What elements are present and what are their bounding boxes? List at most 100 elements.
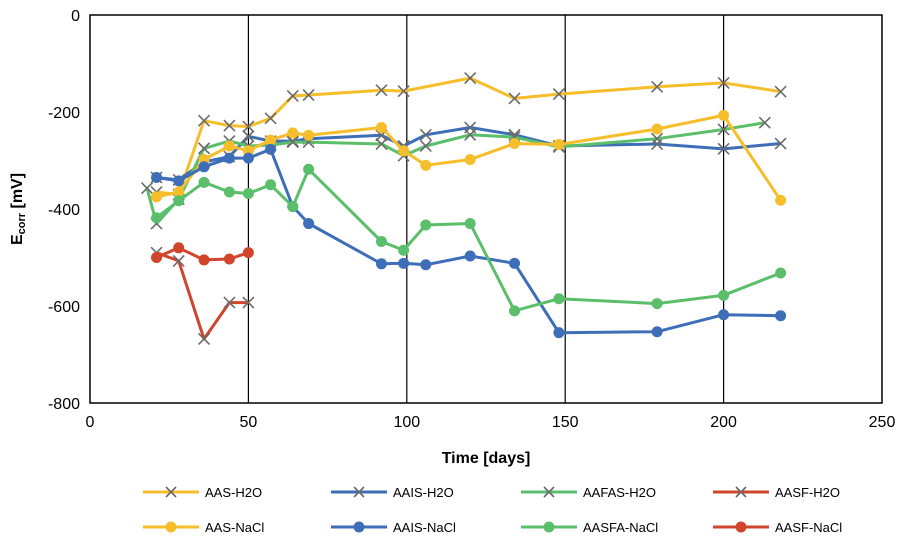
data-point-aais-nacl xyxy=(509,257,521,269)
data-point-aas-nacl xyxy=(265,134,277,146)
data-point-aasfa-nacl xyxy=(420,219,432,231)
legend-entry-aafas-h2o: AAFAS-H2O xyxy=(521,485,656,500)
data-point-aas-nacl xyxy=(651,123,663,135)
data-point-aas-h2o xyxy=(223,119,236,132)
grid xyxy=(247,15,725,403)
data-point-aais-nacl xyxy=(553,327,565,339)
series-layer xyxy=(140,71,787,346)
series-aais-nacl xyxy=(151,143,787,339)
y-tick-label: -800 xyxy=(48,396,80,413)
data-point-aasf-h2o xyxy=(172,254,185,267)
data-point-aas-h2o xyxy=(651,80,664,93)
data-point-aas-nacl xyxy=(718,109,730,121)
legend-entry-aas-h2o: AAS-H2O xyxy=(143,485,262,500)
data-point-aais-nacl xyxy=(775,310,787,322)
x-axis-title: Time [days] xyxy=(442,450,531,467)
legend-entry-aais-h2o: AAIS-H2O xyxy=(331,485,454,500)
data-point-aas-nacl xyxy=(509,138,521,150)
data-point-aasfa-nacl xyxy=(375,235,387,247)
data-point-aas-h2o xyxy=(264,112,277,125)
data-point-aas-h2o xyxy=(286,89,299,103)
data-point-aafas-h2o xyxy=(286,136,299,149)
data-point-aas-h2o xyxy=(242,120,255,133)
data-point-aas-nacl xyxy=(287,127,299,139)
data-point-aasfa-nacl xyxy=(553,293,565,305)
y-axis-title-sub: corr xyxy=(16,212,28,234)
data-point-aafas-h2o xyxy=(419,139,432,153)
data-point-aasfa-nacl xyxy=(775,267,787,279)
data-point-aas-nacl xyxy=(464,154,476,166)
data-point-aafas-h2o xyxy=(140,182,154,195)
data-point-aasfa-nacl xyxy=(287,201,299,213)
data-point-aais-nacl xyxy=(223,152,235,164)
series-aasf-h2o xyxy=(150,246,255,346)
y-axis-title-unit: [mV] xyxy=(9,173,26,213)
data-point-aasfa-nacl xyxy=(173,195,185,207)
data-point-aasfa-nacl xyxy=(242,187,254,199)
data-point-aais-nacl xyxy=(420,259,432,271)
data-point-aas-h2o xyxy=(197,114,211,127)
legend-entry-aasf-nacl: AASF-NaCl xyxy=(713,520,842,535)
data-point-aasf-nacl xyxy=(223,253,235,265)
data-point-aafas-h2o xyxy=(375,137,388,151)
data-point-aas-h2o xyxy=(464,71,477,85)
data-point-aais-nacl xyxy=(718,309,730,321)
y-tick-label: 0 xyxy=(71,8,80,25)
legend-marker xyxy=(543,521,555,533)
x-tick-label: 150 xyxy=(552,414,579,431)
x-tick-label: 100 xyxy=(393,414,420,431)
data-point-aasf-nacl xyxy=(151,252,163,263)
data-point-aasfa-nacl xyxy=(303,163,315,175)
data-point-aasfa-nacl xyxy=(509,305,521,317)
legend-label: AAFAS-H2O xyxy=(583,485,656,500)
data-point-aais-nacl xyxy=(242,152,254,164)
series-aafas-h2o xyxy=(140,116,771,230)
data-point-aais-nacl xyxy=(464,250,476,262)
data-point-aasfa-nacl xyxy=(398,244,410,256)
legend-label: AAS-H2O xyxy=(205,485,262,500)
x-tick-label: 0 xyxy=(86,414,95,431)
data-point-aais-nacl xyxy=(198,161,210,173)
data-point-aafas-h2o xyxy=(464,128,477,141)
data-point-aais-h2o xyxy=(774,137,787,150)
data-point-aais-h2o xyxy=(242,130,255,143)
data-point-aas-nacl xyxy=(420,159,432,171)
data-point-aasf-h2o xyxy=(242,296,255,309)
data-point-aasfa-nacl xyxy=(151,212,163,224)
legend: AAS-H2O AAIS-H2O AAFAS-H2O AASF-H2O AAS-NaCl… xyxy=(143,485,842,535)
series-aas-nacl xyxy=(151,109,787,206)
data-point-aasfa-nacl xyxy=(198,176,210,188)
legend-marker xyxy=(353,486,365,498)
data-point-aasfa-nacl xyxy=(718,289,730,301)
x-tick-label: 50 xyxy=(240,414,258,431)
data-point-aais-nacl xyxy=(651,326,663,338)
data-point-aas-nacl xyxy=(151,191,163,203)
series-aasf-nacl xyxy=(151,242,254,266)
legend-marker xyxy=(353,521,365,533)
data-point-aas-nacl xyxy=(775,194,787,206)
series-line-aasf-h2o xyxy=(155,251,249,341)
legend-label: AAIS-H2O xyxy=(393,485,454,500)
legend-label: AASFA-NaCl xyxy=(583,520,658,535)
data-point-aais-nacl xyxy=(265,143,277,155)
tick-labels: 0 50 100 150 200 250 0 -200 -400 -600 -800 xyxy=(48,8,895,431)
legend-entry-aasf-h2o: AASF-H2O xyxy=(713,485,840,500)
legend-label: AAS-NaCl xyxy=(205,520,264,535)
series-line-aas-h2o xyxy=(156,76,781,196)
data-point-aas-h2o xyxy=(717,76,730,89)
data-point-aais-h2o xyxy=(419,128,432,141)
data-point-aais-nacl xyxy=(375,258,387,270)
data-point-aafas-h2o xyxy=(758,116,771,129)
data-point-aas-h2o xyxy=(397,85,410,98)
data-point-aasf-h2o xyxy=(197,332,211,346)
y-tick-label: -400 xyxy=(48,202,80,219)
legend-entry-aas-nacl: AAS-NaCl xyxy=(143,520,264,535)
data-point-aafas-h2o xyxy=(717,123,730,136)
legend-entry-aais-nacl: AAIS-NaCl xyxy=(331,520,456,535)
data-point-aas-nacl xyxy=(303,129,315,141)
data-point-aasfa-nacl xyxy=(464,218,476,230)
y-axis-title-main: E xyxy=(9,234,26,245)
data-point-aais-nacl xyxy=(398,257,410,269)
legend-marker xyxy=(165,521,177,533)
legend-label: AAIS-NaCl xyxy=(393,520,456,535)
